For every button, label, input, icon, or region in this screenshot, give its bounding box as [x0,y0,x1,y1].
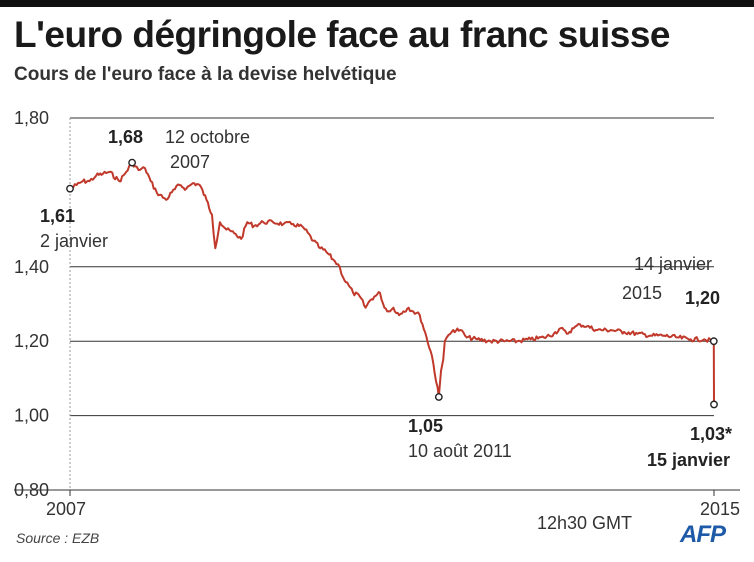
annotation-label: 10 août 2011 [408,441,512,461]
y-tick-label: 1,80 [14,108,49,128]
chart-title: L'euro dégringole face au franc suisse [14,14,671,55]
annotation-label: 2007 [170,152,210,172]
annotation-marker [434,393,443,401]
series-line-eur-chf [69,161,715,405]
annotation-value: 1,61 [40,206,75,226]
y-axis-ticks: 1,80 1,40 1,20 1,00 0,80 [14,108,49,500]
y-tick-label: 1,20 [14,331,49,351]
chart-subtitle: Cours de l'euro face à la devise helvéti… [14,64,397,85]
annotation-marker [66,184,74,193]
annotation-label: 14 janvier [634,254,712,274]
y-tick-label: 1,40 [14,257,49,277]
annotation-marker [710,400,718,409]
x-axis-ticks: 2007 2015 [46,490,740,519]
annotation-time: 12h30 GMT [537,513,632,533]
annotation-label: 2015 [622,283,662,303]
source-note: Source : EZB [16,530,100,546]
annotation-marker [128,158,136,167]
y-tick-label: 0,80 [14,480,49,500]
annotation-labels: 1,61 2 janvier 1,68 12 octobre 2007 1,05 10 ao… [40,127,732,533]
annotation-value: 1,03* [690,424,732,444]
top-bar [0,0,754,7]
annotation-marker [709,337,718,346]
grid [14,117,740,491]
annotation-value: 1,68 [108,127,143,147]
afp-logo: AFP [680,521,726,548]
x-tick-label: 2015 [700,499,740,519]
annotation-value: 1,05 [408,416,443,436]
annotation-markers [66,158,718,409]
annotation-label: 15 janvier [647,450,730,470]
annotation-label: 12 octobre [165,127,250,147]
annotation-label: 2 janvier [40,231,108,251]
x-tick-label: 2007 [46,499,86,519]
y-tick-label: 1,00 [14,406,49,426]
annotation-value: 1,20 [685,288,720,308]
